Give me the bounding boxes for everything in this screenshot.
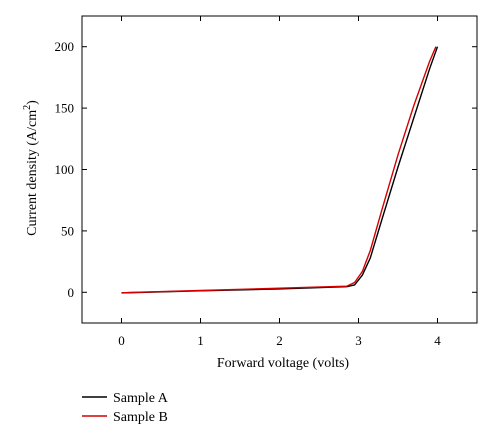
plot-border [81,15,478,324]
series-line-sample-a [121,46,439,294]
y-axis-label-close: ) [25,100,40,105]
legend: Sample A Sample B [82,391,169,425]
x-tick-label: 0 [118,333,125,348]
y-tick-label: 150 [55,101,75,116]
y-axis-ticks: 0 50 100 150 200 [55,39,477,300]
series-lines [121,46,439,294]
y-axis-label-sup: 2 [22,105,33,110]
series-line-sample-b [121,46,437,294]
x-tick-label: 2 [276,333,283,348]
x-tick-label: 4 [434,333,441,348]
y-tick-label: 0 [68,285,75,300]
legend-label-sample-b: Sample B [113,410,168,425]
y-axis-label-main: Current density (A/cm [25,110,40,236]
x-tick-label: 1 [197,333,204,348]
y-tick-label: 50 [61,223,74,238]
y-tick-label: 200 [55,39,75,54]
plot-frame [81,15,478,324]
legend-label-sample-a: Sample A [113,391,169,406]
x-axis-label: Forward voltage (volts) [217,356,350,371]
x-tick-label: 3 [355,333,362,348]
x-axis-ticks: 0 1 2 3 4 [118,16,441,348]
y-tick-label: 100 [55,162,75,177]
y-axis-label: Current density (A/cm2) [22,100,40,236]
